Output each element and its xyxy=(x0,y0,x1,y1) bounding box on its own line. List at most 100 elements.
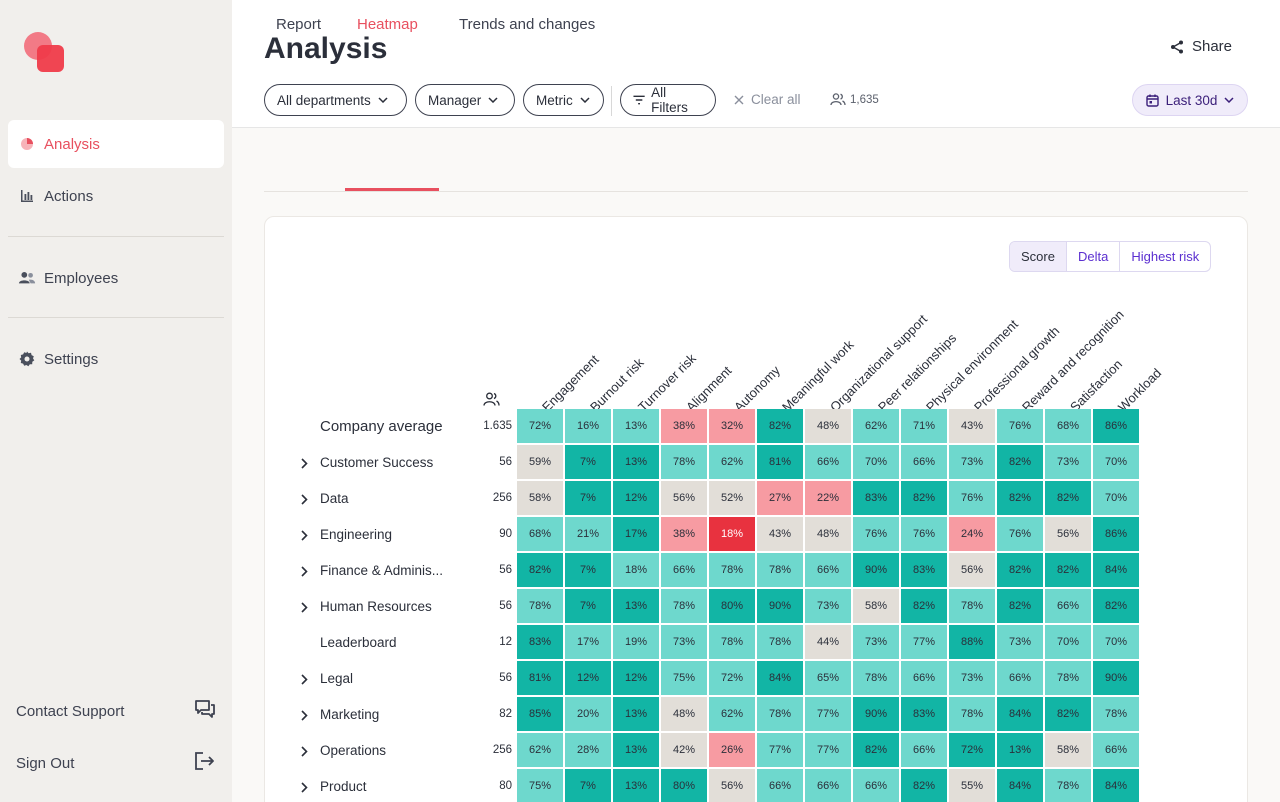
heatmap-cell[interactable]: 78% xyxy=(757,625,803,659)
heatmap-cell[interactable]: 66% xyxy=(853,769,899,802)
heatmap-cell[interactable]: 32% xyxy=(709,409,755,443)
heatmap-cell[interactable]: 73% xyxy=(853,625,899,659)
heatmap-cell[interactable]: 28% xyxy=(565,733,611,767)
heatmap-row-label[interactable]: Product xyxy=(320,779,367,794)
chevron-right-icon[interactable] xyxy=(301,600,308,618)
heatmap-row-label[interactable]: Data xyxy=(320,491,349,506)
heatmap-cell[interactable]: 72% xyxy=(517,409,563,443)
heatmap-cell[interactable]: 13% xyxy=(613,445,659,479)
heatmap-cell[interactable]: 78% xyxy=(709,625,755,659)
heatmap-cell[interactable]: 77% xyxy=(757,733,803,767)
heatmap-cell[interactable]: 22% xyxy=(805,481,851,515)
heatmap-cell[interactable]: 7% xyxy=(565,481,611,515)
heatmap-cell[interactable]: 78% xyxy=(1045,661,1091,695)
sidebar-item-settings[interactable]: Settings xyxy=(8,335,224,383)
heatmap-cell[interactable]: 82% xyxy=(997,553,1043,587)
sidebar-item-actions[interactable]: Actions xyxy=(8,172,224,220)
heatmap-cell[interactable]: 80% xyxy=(661,769,707,802)
toggle-score[interactable]: Score xyxy=(1010,242,1067,271)
heatmap-cell[interactable]: 86% xyxy=(1093,517,1139,551)
chevron-right-icon[interactable] xyxy=(301,744,308,762)
heatmap-cell[interactable]: 78% xyxy=(661,589,707,623)
heatmap-cell[interactable]: 76% xyxy=(853,517,899,551)
heatmap-cell[interactable]: 90% xyxy=(1093,661,1139,695)
heatmap-cell[interactable]: 75% xyxy=(517,769,563,802)
chevron-right-icon[interactable] xyxy=(301,708,308,726)
heatmap-cell[interactable]: 44% xyxy=(805,625,851,659)
heatmap-cell[interactable]: 13% xyxy=(613,409,659,443)
heatmap-cell[interactable]: 73% xyxy=(997,625,1043,659)
heatmap-cell[interactable]: 86% xyxy=(1093,409,1139,443)
heatmap-cell[interactable]: 20% xyxy=(565,697,611,731)
heatmap-cell[interactable]: 56% xyxy=(661,481,707,515)
heatmap-cell[interactable]: 78% xyxy=(757,697,803,731)
heatmap-cell[interactable]: 66% xyxy=(757,769,803,802)
heatmap-cell[interactable]: 7% xyxy=(565,769,611,802)
heatmap-cell[interactable]: 82% xyxy=(853,733,899,767)
heatmap-cell[interactable]: 16% xyxy=(565,409,611,443)
chevron-right-icon[interactable] xyxy=(301,456,308,474)
heatmap-cell[interactable]: 75% xyxy=(661,661,707,695)
heatmap-cell[interactable]: 82% xyxy=(997,481,1043,515)
heatmap-cell[interactable]: 78% xyxy=(853,661,899,695)
heatmap-cell[interactable]: 82% xyxy=(517,553,563,587)
heatmap-cell[interactable]: 82% xyxy=(1093,589,1139,623)
heatmap-cell[interactable]: 66% xyxy=(901,733,947,767)
heatmap-cell[interactable]: 65% xyxy=(805,661,851,695)
heatmap-cell[interactable]: 90% xyxy=(853,553,899,587)
heatmap-cell[interactable]: 13% xyxy=(613,733,659,767)
sign-out-button[interactable]: Sign Out xyxy=(16,748,216,778)
heatmap-cell[interactable]: 78% xyxy=(661,445,707,479)
heatmap-cell[interactable]: 66% xyxy=(661,553,707,587)
heatmap-cell[interactable]: 58% xyxy=(1045,733,1091,767)
heatmap-cell[interactable]: 17% xyxy=(565,625,611,659)
heatmap-cell[interactable]: 48% xyxy=(661,697,707,731)
heatmap-cell[interactable]: 62% xyxy=(853,409,899,443)
heatmap-cell[interactable]: 90% xyxy=(757,589,803,623)
share-button[interactable]: Share xyxy=(1170,38,1232,55)
heatmap-cell[interactable]: 66% xyxy=(805,553,851,587)
chevron-right-icon[interactable] xyxy=(301,780,308,798)
heatmap-cell[interactable]: 83% xyxy=(853,481,899,515)
heatmap-cell[interactable]: 62% xyxy=(709,445,755,479)
heatmap-cell[interactable]: 78% xyxy=(949,697,995,731)
department-filter[interactable]: All departments xyxy=(264,84,407,116)
heatmap-cell[interactable]: 42% xyxy=(661,733,707,767)
heatmap-cell[interactable]: 80% xyxy=(709,589,755,623)
heatmap-cell[interactable]: 78% xyxy=(1045,769,1091,802)
heatmap-cell[interactable]: 82% xyxy=(901,589,947,623)
toggle-delta[interactable]: Delta xyxy=(1067,242,1121,271)
heatmap-cell[interactable]: 90% xyxy=(853,697,899,731)
heatmap-row-label[interactable]: Customer Success xyxy=(320,455,434,470)
sidebar-item-analysis[interactable]: Analysis xyxy=(8,120,224,168)
app-logo[interactable] xyxy=(24,32,66,74)
heatmap-cell[interactable]: 17% xyxy=(613,517,659,551)
heatmap-cell[interactable]: 82% xyxy=(1045,553,1091,587)
heatmap-cell[interactable]: 77% xyxy=(805,697,851,731)
heatmap-cell[interactable]: 18% xyxy=(709,517,755,551)
heatmap-cell[interactable]: 62% xyxy=(709,697,755,731)
heatmap-cell[interactable]: 56% xyxy=(1045,517,1091,551)
heatmap-cell[interactable]: 83% xyxy=(901,697,947,731)
heatmap-cell[interactable]: 66% xyxy=(805,769,851,802)
chevron-right-icon[interactable] xyxy=(301,492,308,510)
heatmap-cell[interactable]: 55% xyxy=(949,769,995,802)
heatmap-cell[interactable]: 66% xyxy=(997,661,1043,695)
heatmap-cell[interactable]: 58% xyxy=(853,589,899,623)
heatmap-cell[interactable]: 83% xyxy=(901,553,947,587)
heatmap-cell[interactable]: 68% xyxy=(517,517,563,551)
toggle-highest-risk[interactable]: Highest risk xyxy=(1131,249,1200,264)
heatmap-cell[interactable]: 78% xyxy=(709,553,755,587)
all-filters-button[interactable]: All Filters xyxy=(620,84,716,116)
heatmap-cell[interactable]: 13% xyxy=(613,769,659,802)
metric-filter[interactable]: Metric xyxy=(523,84,604,116)
heatmap-cell[interactable]: 68% xyxy=(1045,409,1091,443)
heatmap-cell[interactable]: 77% xyxy=(901,625,947,659)
heatmap-cell[interactable]: 56% xyxy=(709,769,755,802)
heatmap-cell[interactable]: 70% xyxy=(853,445,899,479)
heatmap-cell[interactable]: 73% xyxy=(1045,445,1091,479)
heatmap-cell[interactable]: 81% xyxy=(757,445,803,479)
tab-heatmap[interactable]: Heatmap xyxy=(357,16,418,33)
heatmap-cell[interactable]: 7% xyxy=(565,445,611,479)
sidebar-item-employees[interactable]: Employees xyxy=(8,254,224,302)
